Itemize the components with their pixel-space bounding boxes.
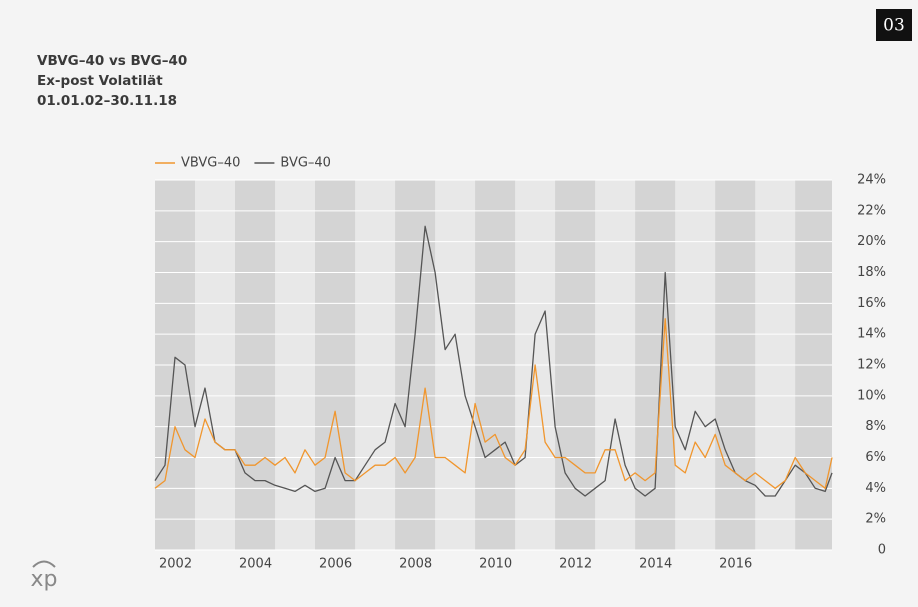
x-tick-label: 2012	[559, 557, 592, 572]
chart-title: VBVG–40 vs BVG–40	[37, 53, 187, 69]
y-tick-label: 14%	[857, 327, 886, 342]
y-tick-label: 2%	[865, 512, 886, 527]
y-tick-label: 24%	[857, 173, 886, 188]
x-tick-label: 2006	[319, 557, 352, 572]
y-tick-label: 22%	[857, 203, 886, 218]
logo-arc	[32, 560, 56, 568]
y-tick-label: 18%	[857, 265, 886, 280]
logo: xp	[31, 567, 58, 592]
x-tick-label: 2014	[639, 557, 672, 572]
x-tick-label: 2002	[159, 557, 192, 572]
y-tick-label: 0	[878, 543, 886, 558]
y-tick-label: 4%	[865, 481, 886, 496]
legend-label: VBVG–40	[181, 156, 240, 171]
y-tick-label: 10%	[857, 388, 886, 403]
y-tick-label: 12%	[857, 358, 886, 373]
y-tick-label: 16%	[857, 296, 886, 311]
legend-label: BVG–40	[280, 156, 331, 171]
y-tick-label: 6%	[865, 450, 886, 465]
badge: 03	[883, 16, 905, 36]
chart-subtitle: Ex-post Volatilät	[37, 73, 163, 89]
chart-period: 01.01.02–30.11.18	[37, 93, 177, 109]
x-tick-label: 2010	[479, 557, 512, 572]
x-tick-label: 2008	[399, 557, 432, 572]
x-tick-label: 2004	[239, 557, 272, 572]
series-line	[154, 318, 833, 489]
y-tick-label: 8%	[865, 419, 886, 434]
badge-box	[876, 9, 912, 41]
y-tick-label: 20%	[857, 234, 886, 249]
x-tick-label: 2016	[719, 557, 752, 572]
series-line	[154, 225, 833, 497]
